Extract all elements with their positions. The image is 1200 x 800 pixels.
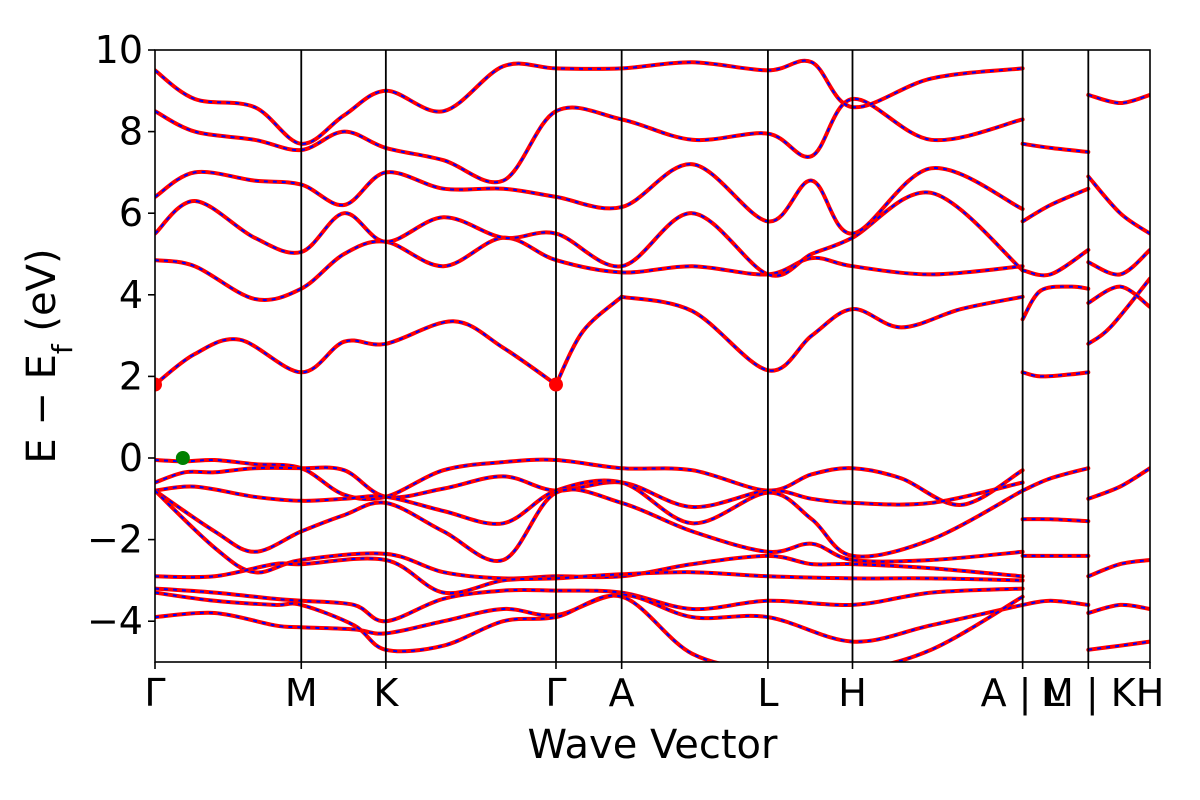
band-line-dashed-22 [1022, 142, 1089, 153]
plot-frame [154, 49, 1151, 663]
x-axis-label: Wave Vector [528, 722, 779, 768]
x-tick-label: L [757, 671, 778, 715]
band-line-dashed-16 [155, 163, 1024, 235]
extremum-marker [175, 451, 190, 465]
band-line-dashed-24 [1087, 249, 1150, 276]
y-axis: −4 −2 0 2 4 6 8 10 [87, 28, 155, 643]
band-line-1 [619, 294, 1025, 373]
band-line-dashed-19 [1021, 285, 1089, 320]
x-tick-label: M | K [1041, 671, 1137, 716]
extrema-markers [155, 377, 563, 465]
y-tick-label: 2 [119, 354, 143, 398]
band-line-32 [1086, 558, 1150, 579]
band-line-dashed-11 [155, 587, 1023, 623]
band-line-dashed-23 [1087, 285, 1150, 308]
band-line-dashed-4 [1087, 277, 1150, 345]
band-line-dashed-1 [621, 295, 1023, 372]
band-line-dashed-15 [155, 191, 1024, 277]
band-line-21 [1020, 186, 1091, 224]
y-tick-label: 4 [119, 273, 143, 317]
band-line-25 [1086, 174, 1150, 236]
band-line-10 [155, 556, 1025, 596]
band-line-19 [1020, 284, 1091, 322]
high-symmetry-lines [300, 50, 1090, 662]
extremum-marker [548, 377, 563, 392]
band-line-20 [1020, 247, 1091, 278]
y-tick-label: 10 [95, 28, 143, 72]
band-line-8 [155, 487, 1025, 564]
band-line-dashed-18 [155, 59, 1023, 145]
band-line-dashed-9 [155, 489, 1023, 580]
y-tick-label: −4 [87, 599, 143, 643]
band-line-dashed-20 [1022, 249, 1089, 277]
x-tick-label: Γ [545, 671, 566, 715]
band-line-dashed-14 [155, 236, 1023, 301]
x-tick-label: H [838, 671, 867, 715]
band-line-dashed-26 [1088, 93, 1150, 105]
extremum-marker [155, 377, 162, 392]
x-tick-label: H [1136, 671, 1165, 715]
band-line-dashed-10 [155, 557, 1023, 595]
band-line-dashed-28 [1022, 518, 1089, 523]
y-tick-label: −2 [87, 518, 143, 562]
band-line-3 [1020, 370, 1091, 379]
band-line-18 [155, 58, 1025, 146]
band-line-dashed-34 [1088, 640, 1150, 651]
band-line-17 [155, 96, 1025, 185]
band-line-0 [155, 319, 558, 387]
band-line-16 [155, 162, 1025, 236]
band-line-2 [554, 294, 624, 387]
band-line-dashed-32 [1087, 559, 1150, 578]
band-line-dashed-17 [155, 97, 1023, 184]
band-line-dashed-25 [1087, 175, 1150, 235]
band-line-dashed-21 [1022, 187, 1089, 223]
band-line-dashed-33 [1088, 603, 1150, 614]
band-line-26 [1086, 92, 1150, 105]
band-line-dashed-5 [155, 458, 1024, 506]
band-line-33 [1086, 602, 1150, 615]
band-line-31 [1086, 466, 1150, 501]
band-line-dashed-30 [1022, 599, 1089, 606]
band-line-6 [155, 465, 1025, 510]
x-tick-label: A | L [981, 671, 1065, 716]
x-tick-label: M [285, 671, 318, 715]
y-tick-label: 0 [119, 436, 143, 480]
band-lines [155, 58, 1150, 662]
y-tick-label: 8 [119, 110, 143, 154]
band-line-dashed-2 [555, 296, 623, 386]
band-line-27 [1020, 466, 1091, 493]
y-tick-label: 6 [119, 191, 143, 235]
x-tick-label: K [373, 671, 399, 715]
y-axis-label: E − Ef (eV) [19, 248, 79, 463]
band-line-24 [1086, 247, 1150, 277]
band-line-dashed-0 [155, 320, 557, 386]
x-tick-label: Γ [144, 671, 165, 715]
x-tick-label: A [609, 671, 635, 715]
band-line-dashed-27 [1022, 467, 1089, 492]
band-line-13 [155, 590, 1025, 662]
